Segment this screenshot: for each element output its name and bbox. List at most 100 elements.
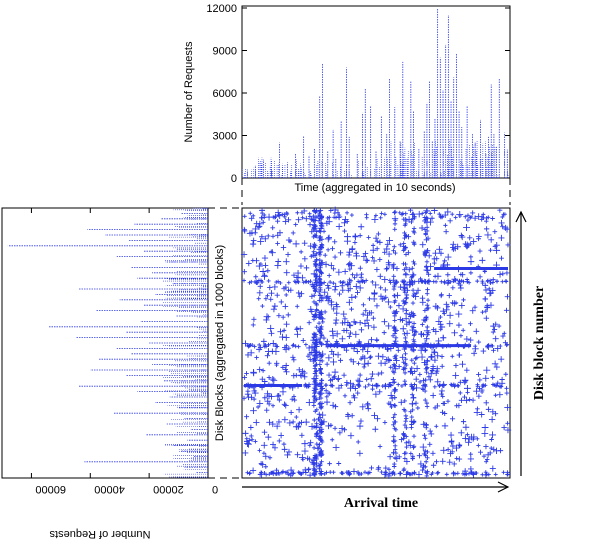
scatter-point bbox=[424, 225, 430, 230]
scatter-point bbox=[359, 271, 364, 277]
scatter-point bbox=[313, 384, 318, 389]
scatter-point bbox=[285, 251, 291, 258]
scatter-point bbox=[361, 302, 366, 308]
scatter-point bbox=[331, 266, 337, 272]
scatter-point bbox=[328, 423, 334, 428]
scatter-point bbox=[324, 342, 329, 347]
scatter-point bbox=[352, 240, 358, 245]
scatter-point bbox=[505, 421, 510, 426]
scatter-point bbox=[317, 228, 322, 233]
scatter-point bbox=[494, 279, 499, 284]
scatter-point bbox=[268, 296, 274, 302]
scatter-point bbox=[333, 301, 340, 308]
scatter-point bbox=[425, 291, 430, 296]
scatter-point bbox=[319, 439, 325, 445]
scatter-point bbox=[363, 308, 369, 314]
scatter-point bbox=[395, 347, 401, 353]
scatter-point bbox=[247, 471, 252, 476]
scatter-point bbox=[421, 332, 426, 337]
scatter-point bbox=[488, 236, 495, 243]
scatter-point bbox=[368, 336, 375, 343]
scatter-point bbox=[319, 215, 324, 220]
scatter-point bbox=[451, 300, 458, 307]
scatter-point bbox=[419, 443, 427, 451]
scatter-point bbox=[324, 394, 329, 399]
scatter-point bbox=[396, 302, 402, 309]
scatter-point bbox=[328, 280, 333, 285]
scatter-point bbox=[324, 361, 330, 367]
scatter-point bbox=[295, 270, 302, 277]
scatter-point bbox=[491, 347, 496, 353]
scatter-point bbox=[422, 249, 427, 255]
scatter-point bbox=[293, 344, 298, 349]
scatter-point bbox=[453, 215, 458, 220]
scatter-point bbox=[411, 321, 417, 326]
scatter-point bbox=[313, 336, 321, 343]
scatter-point bbox=[301, 240, 308, 247]
scatter-point bbox=[504, 293, 511, 300]
scatter-point bbox=[266, 233, 271, 239]
scatter-point bbox=[393, 356, 398, 361]
scatter-point bbox=[485, 344, 490, 349]
scatter-point bbox=[451, 461, 457, 467]
scatter-point bbox=[401, 367, 406, 372]
scatter-point bbox=[409, 414, 414, 420]
scatter-point bbox=[261, 451, 266, 456]
scatter-point bbox=[493, 447, 500, 455]
scatter-point bbox=[411, 226, 417, 231]
scatter-point bbox=[487, 450, 493, 456]
scatter-point bbox=[340, 310, 347, 318]
scatter-point bbox=[413, 365, 421, 372]
scatter-point bbox=[311, 234, 316, 240]
scatter-point bbox=[402, 230, 407, 236]
scatter-point bbox=[327, 273, 332, 278]
scatter-point bbox=[457, 443, 463, 448]
scatter-point bbox=[272, 444, 278, 451]
scatter-point bbox=[459, 360, 466, 368]
scatter-point bbox=[424, 400, 430, 406]
scatter-point bbox=[318, 389, 323, 395]
scatter-point bbox=[370, 279, 375, 284]
scatter-point bbox=[300, 369, 308, 377]
scatter-point bbox=[259, 207, 266, 214]
scatter-point bbox=[354, 272, 360, 278]
scatter-point bbox=[316, 382, 321, 387]
scatter-point bbox=[496, 323, 502, 329]
scatter-point bbox=[504, 386, 509, 391]
scatter-point bbox=[347, 400, 353, 406]
left-x-tick-label: 20000 bbox=[153, 483, 184, 495]
scatter-point bbox=[493, 321, 499, 327]
scatter-point bbox=[427, 428, 433, 434]
scatter-point bbox=[284, 210, 289, 215]
scatter-point bbox=[420, 211, 425, 216]
scatter-point bbox=[454, 403, 460, 409]
scatter-point bbox=[458, 333, 464, 338]
scatter-point bbox=[404, 440, 409, 446]
scatter-point bbox=[306, 456, 313, 462]
scatter-point bbox=[424, 306, 430, 312]
scatter-point bbox=[438, 250, 444, 257]
scatter-point bbox=[347, 285, 353, 292]
scatter-point bbox=[379, 470, 384, 475]
scatter-point bbox=[403, 418, 408, 424]
scatter-point bbox=[451, 470, 456, 475]
scatter-point bbox=[490, 446, 497, 453]
scatter-point bbox=[381, 295, 387, 301]
scatter-point bbox=[292, 397, 298, 403]
top-y-tick-label: 6000 bbox=[213, 88, 237, 100]
scatter-point bbox=[318, 340, 323, 345]
scatter-point bbox=[402, 286, 408, 291]
scatter-point bbox=[259, 470, 264, 475]
scatter-point bbox=[401, 360, 406, 365]
scatter-point bbox=[423, 470, 428, 475]
scatter-point bbox=[357, 372, 363, 378]
scatter-point bbox=[241, 269, 247, 275]
scatter-point bbox=[343, 327, 350, 334]
scatter-point bbox=[242, 278, 247, 283]
scatter-point bbox=[332, 286, 338, 293]
scatter-point bbox=[423, 459, 429, 464]
scatter-point bbox=[436, 470, 441, 475]
scatter-point bbox=[370, 383, 375, 388]
scatter-point bbox=[261, 255, 269, 262]
scatter-point bbox=[250, 322, 256, 328]
